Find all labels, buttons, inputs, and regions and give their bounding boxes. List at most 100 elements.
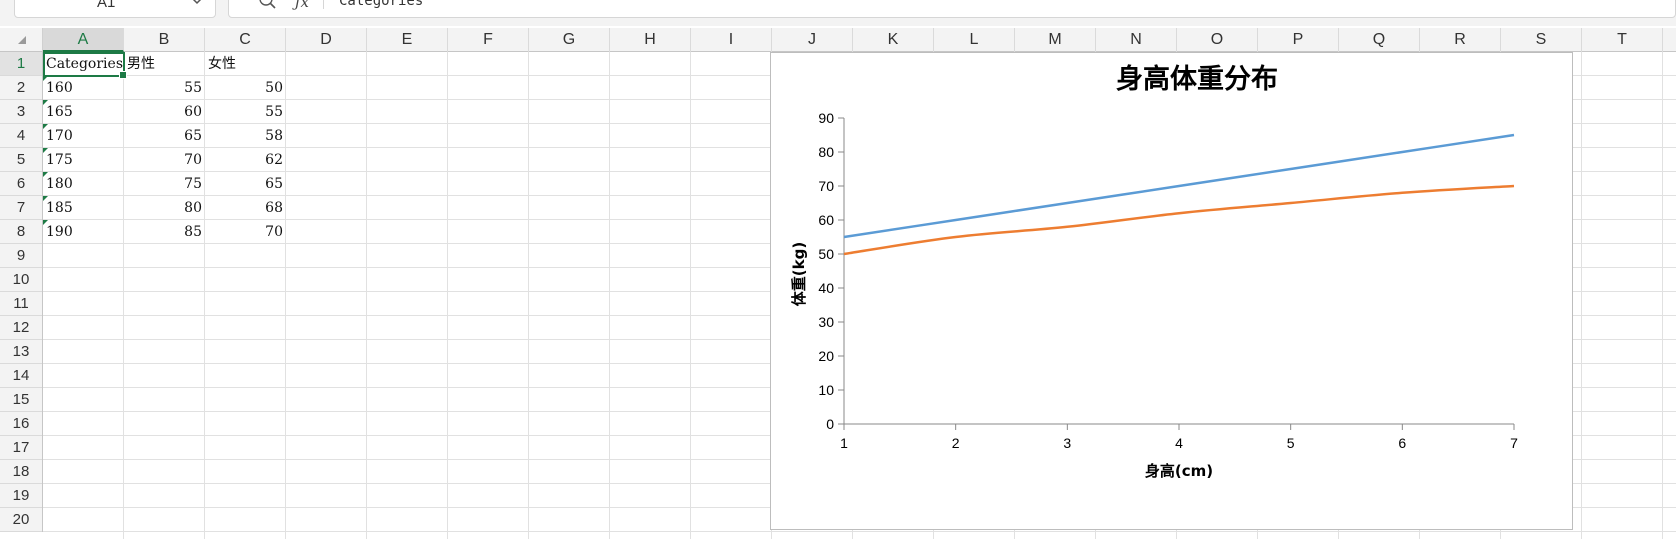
column-header-f[interactable]: F <box>448 28 529 52</box>
name-box[interactable]: A1 <box>14 0 216 18</box>
row-header-3[interactable]: 3 <box>0 100 42 124</box>
cell-b3[interactable]: 60 <box>184 104 202 120</box>
row-header-15[interactable]: 15 <box>0 388 42 412</box>
cell-a6[interactable]: 180 <box>43 172 124 196</box>
cell-b5[interactable]: 70 <box>184 152 202 168</box>
column-header-t[interactable]: T <box>1582 28 1663 52</box>
cell-c5[interactable]: 62 <box>265 152 283 168</box>
row-header-4[interactable]: 4 <box>0 124 42 148</box>
column-header-j[interactable]: J <box>772 28 853 52</box>
column-header-p[interactable]: P <box>1258 28 1339 52</box>
column-header-n[interactable]: N <box>1096 28 1177 52</box>
column-header-b[interactable]: B <box>124 28 205 52</box>
cell-a5[interactable]: 175 <box>43 148 124 172</box>
y-axis-label: 体重(kg) <box>790 242 808 306</box>
formula-content[interactable]: Categories <box>339 0 424 9</box>
series-line-1 <box>843 133 1515 239</box>
column-header-o[interactable]: O <box>1177 28 1258 52</box>
x-tick-label: 6 <box>1398 435 1406 451</box>
row-header-8[interactable]: 8 <box>0 220 42 244</box>
cell-c6[interactable]: 65 <box>265 176 283 192</box>
number-as-text-flag-icon <box>43 100 48 105</box>
cell-a8[interactable]: 190 <box>43 220 124 244</box>
row-header-1[interactable]: 1 <box>0 52 42 76</box>
row-header-13[interactable]: 13 <box>0 340 42 364</box>
column-header-e[interactable]: E <box>367 28 448 52</box>
cell-b6[interactable]: 75 <box>184 176 202 192</box>
number-as-text-flag-icon <box>43 172 48 177</box>
row-header-10[interactable]: 10 <box>0 268 42 292</box>
cell-reference: A1 <box>97 0 116 11</box>
row-header-11[interactable]: 11 <box>0 292 42 316</box>
column-header-h[interactable]: H <box>610 28 691 52</box>
cell-c2[interactable]: 50 <box>265 80 283 96</box>
zoom-icon[interactable] <box>257 0 279 10</box>
x-tick-label: 5 <box>1287 435 1295 451</box>
column-header-d[interactable]: D <box>286 28 367 52</box>
cell-c7[interactable]: 68 <box>265 200 283 216</box>
cell-c4[interactable]: 58 <box>265 128 283 144</box>
column-header-s[interactable]: S <box>1501 28 1582 52</box>
row-header-19[interactable]: 19 <box>0 484 42 508</box>
number-as-text-flag-icon <box>43 124 48 129</box>
column-header-l[interactable]: L <box>934 28 1015 52</box>
row-header-16[interactable]: 16 <box>0 412 42 436</box>
cell-b7[interactable]: 80 <box>184 200 202 216</box>
x-tick-label: 2 <box>952 435 960 451</box>
chevron-down-icon[interactable] <box>189 0 205 7</box>
cell-b8[interactable]: 85 <box>184 224 202 240</box>
row-header-18[interactable]: 18 <box>0 460 42 484</box>
column-header-r[interactable]: R <box>1420 28 1501 52</box>
cell-a4[interactable]: 170 <box>43 124 124 148</box>
cell-c8[interactable]: 70 <box>265 224 283 240</box>
column-header-i[interactable]: I <box>691 28 772 52</box>
column-header-g[interactable]: G <box>529 28 610 52</box>
chart-title: 身高体重分布 <box>1116 63 1278 95</box>
column-header-k[interactable]: K <box>853 28 934 52</box>
column-header-q[interactable]: Q <box>1339 28 1420 52</box>
line-chart[interactable]: 身高体重分布 0 10 20 30 40 50 60 70 80 90 1 2 3 4 5 6 7 身高(cm) 体重… <box>770 52 1573 530</box>
cell-b4[interactable]: 65 <box>184 128 202 144</box>
y-tick-label: 90 <box>818 110 834 126</box>
function-icon[interactable]: ƒx <box>295 0 310 11</box>
number-as-text-flag-icon <box>43 196 48 201</box>
row-header-14[interactable]: 14 <box>0 364 42 388</box>
x-axis-label: 身高(cm) <box>1145 462 1213 480</box>
row-header-7[interactable]: 7 <box>0 196 42 220</box>
row-header-12[interactable]: 12 <box>0 316 42 340</box>
row-headers: 1 2 3 4 5 6 7 8 9 10 11 12 13 14 15 16 17 18 19 20 <box>0 52 43 532</box>
row-header-9[interactable]: 9 <box>0 244 42 268</box>
row-header-2[interactable]: 2 <box>0 76 42 100</box>
y-tick-label: 40 <box>818 280 834 296</box>
row-header-20[interactable]: 20 <box>0 508 42 532</box>
number-as-text-flag-icon <box>43 220 48 225</box>
cell-c1[interactable]: 女性 <box>208 56 236 72</box>
cell-c3[interactable]: 55 <box>265 104 283 120</box>
cell-a3[interactable]: 165 <box>43 100 124 124</box>
y-tick-label: 20 <box>818 348 834 364</box>
series-line-2 <box>843 184 1515 256</box>
number-as-text-flag-icon <box>43 148 48 153</box>
x-tick-label: 4 <box>1175 435 1183 451</box>
x-tick-label: 7 <box>1510 435 1518 451</box>
chart-canvas: 身高体重分布 0 10 20 30 40 50 60 70 80 90 1 2 3 4 5 6 7 身高(cm) 体重… <box>790 63 1518 480</box>
cell-a2[interactable]: 160 <box>43 76 124 100</box>
cell-b2[interactable]: 55 <box>184 80 202 96</box>
select-all-corner[interactable] <box>0 28 43 52</box>
row-header-6[interactable]: 6 <box>0 172 42 196</box>
y-tick-label: 60 <box>818 212 834 228</box>
cell-a7[interactable]: 185 <box>43 196 124 220</box>
divider <box>323 0 324 9</box>
y-tick-label: 80 <box>818 144 834 160</box>
row-header-17[interactable]: 17 <box>0 436 42 460</box>
y-tick-label: 10 <box>818 382 834 398</box>
column-header-m[interactable]: M <box>1015 28 1096 52</box>
formula-input[interactable]: ƒx Categories <box>228 0 1676 18</box>
cell-a1[interactable]: Categories <box>46 56 123 72</box>
number-as-text-flag-icon <box>43 76 48 81</box>
column-header-c[interactable]: C <box>205 28 286 52</box>
cell-b1[interactable]: 男性 <box>127 56 155 72</box>
column-header-a[interactable]: A <box>43 28 124 52</box>
row-header-5[interactable]: 5 <box>0 148 42 172</box>
